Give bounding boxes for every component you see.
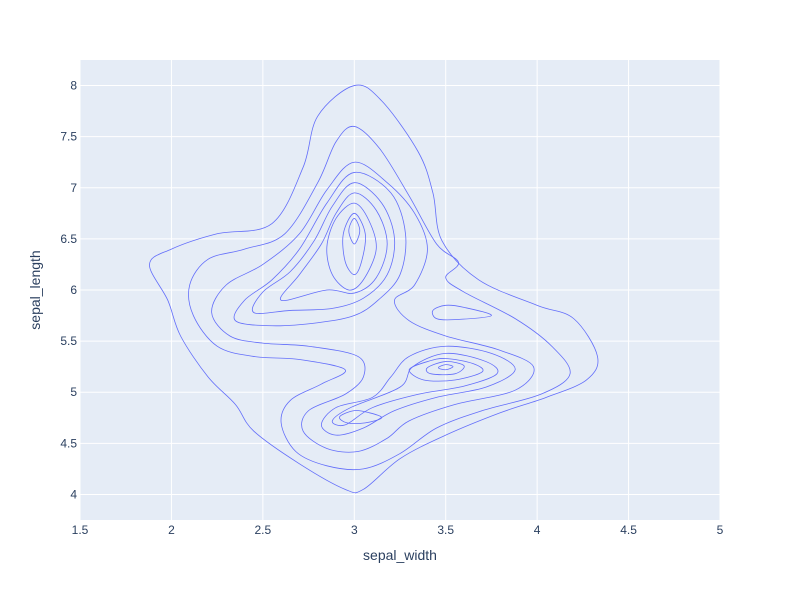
contour-line — [149, 84, 599, 494]
contour-line — [320, 345, 516, 436]
contour-line — [326, 202, 377, 291]
x-tick-label: 2 — [168, 523, 175, 537]
x-tick-label: 3.5 — [437, 523, 454, 537]
contour-lines — [149, 84, 599, 494]
grid-lines — [79, 60, 721, 520]
x-tick-label: 4 — [534, 523, 541, 537]
contour-line — [342, 212, 366, 276]
contour-line — [279, 192, 388, 301]
x-tick-label: 1.5 — [72, 523, 89, 537]
x-tick-label: 3 — [351, 523, 358, 537]
contour-line — [431, 304, 492, 321]
x-axis-title: sepal_width — [363, 547, 437, 563]
contour-line — [408, 358, 484, 382]
contour-line — [425, 361, 465, 376]
x-tick-label: 2.5 — [255, 523, 272, 537]
y-tick-label: 7 — [70, 181, 77, 195]
y-tick-label: 6.5 — [60, 232, 77, 246]
y-tick-label: 5 — [70, 385, 77, 399]
x-tick-label: 4.5 — [620, 523, 637, 537]
contour-line — [339, 410, 383, 424]
contour-line — [437, 364, 454, 371]
contour-line — [251, 182, 396, 314]
contour-line — [211, 161, 535, 453]
contour-line — [233, 172, 407, 327]
contour-line — [188, 125, 571, 471]
contour-line — [331, 352, 499, 427]
y-axis-ticks: 4 4.5 5 5.5 6 6.5 7 7.5 8 — [60, 79, 77, 502]
y-tick-label: 8 — [70, 79, 77, 93]
x-tick-label: 5 — [717, 523, 724, 537]
y-tick-label: 4 — [70, 487, 77, 501]
y-tick-label: 7.5 — [60, 130, 77, 144]
contour-line — [348, 218, 361, 245]
y-tick-label: 6 — [70, 283, 77, 297]
x-axis-ticks: 1.5 2 2.5 3 3.5 4 4.5 5 — [72, 523, 724, 537]
y-axis-title: sepal_length — [27, 250, 43, 329]
y-tick-label: 4.5 — [60, 436, 77, 450]
y-tick-label: 5.5 — [60, 334, 77, 348]
